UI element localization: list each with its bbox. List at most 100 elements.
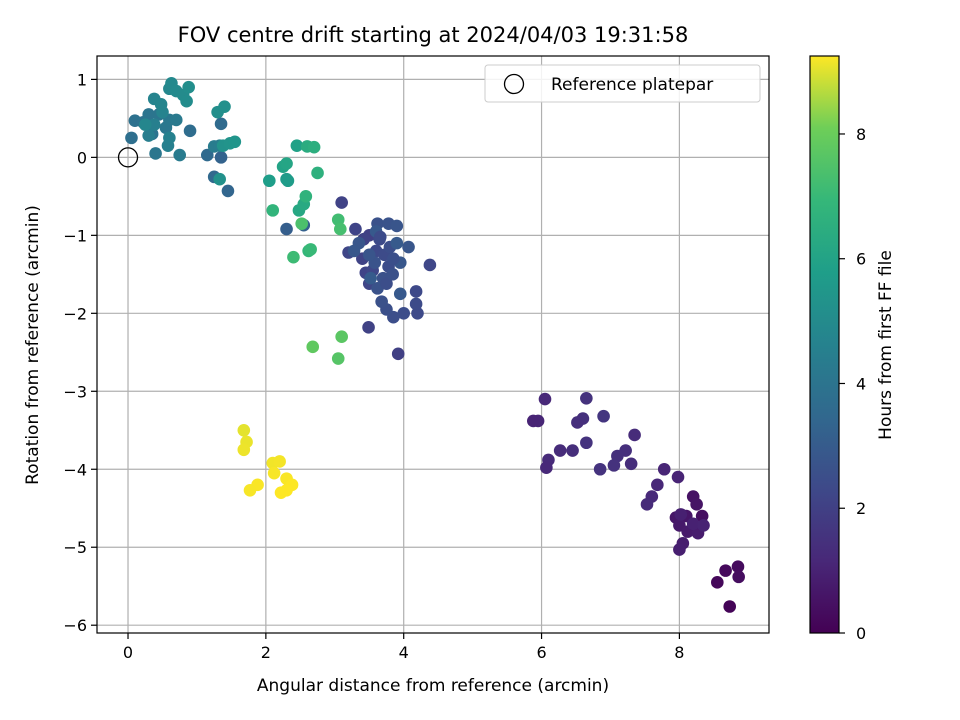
data-point [311,166,324,180]
x-tick-label: 8 [674,643,684,662]
x-tick-label: 6 [536,643,546,662]
data-point [657,462,671,476]
data-point [362,248,376,262]
data-point [142,129,155,142]
legend: Reference platepar [484,64,761,103]
data-point [593,462,607,476]
data-point [163,131,176,145]
data-point [273,455,286,468]
data-point [387,252,400,266]
colorbar-gradient [810,56,839,633]
colorbar: 0 2 4 6 8 Hours from first FF file [809,55,896,643]
data-point [331,213,345,227]
data-point [409,285,423,298]
data-point [304,243,317,256]
data-point [221,184,235,198]
data-point [349,222,362,236]
legend-box [484,64,761,103]
data-point [169,113,183,127]
data-point [393,287,407,301]
data-point [214,117,228,131]
colorbar-frame [809,55,840,634]
y-tick-label: −1 [63,226,87,245]
data-point [182,80,195,94]
data-point [695,509,709,523]
y-tick-label: −2 [63,304,87,323]
data-point [154,98,168,111]
data-point [267,466,281,480]
y-tick-label: 0 [77,148,87,167]
x-tick-label: 4 [399,643,409,662]
y-tick-label: −3 [63,382,87,401]
data-point [628,428,641,442]
data-point [237,423,251,437]
data-point [624,457,638,471]
data-point [597,409,610,423]
data-point [553,444,567,457]
data-point [397,307,411,320]
data-point [266,204,280,217]
colorbar-ticks: 0 2 4 6 8 [839,125,866,643]
data-point [731,560,745,574]
data-point [723,600,737,613]
data-point [580,436,593,450]
y-tick-label: −4 [63,460,87,479]
data-point [690,498,703,511]
data-point [390,236,404,250]
data-point [373,230,387,244]
data-point [180,94,193,108]
data-point [719,564,732,577]
y-tick-label: −6 [63,616,87,635]
data-point [402,240,415,254]
data-point [732,570,745,584]
x-tick-label: 2 [261,643,271,662]
data-point [411,307,424,320]
data-point [711,576,724,589]
y-tick-label: −5 [63,538,87,557]
x-axis-label: Angular distance from reference (arcmin) [257,676,609,696]
reference-platepar-marker [117,147,139,168]
data-point [697,519,710,532]
data-point [213,172,226,186]
colorbar-tick-label: 6 [856,250,866,269]
data-point [274,486,288,499]
y-axis-ticks: 1 0 −1 −2 −3 −4 −5 −6 [63,70,97,635]
data-point [347,244,361,258]
data-point [280,222,293,236]
data-point [183,124,197,138]
data-point [380,277,393,290]
data-point [149,147,162,160]
chart-title: FOV centre drift starting at 2024/04/03 … [178,23,689,47]
legend-marker-reference [503,73,525,95]
data-point [295,217,309,230]
data-point [375,295,388,308]
data-point [674,508,688,521]
data-point [671,470,685,484]
data-point [607,459,621,472]
data-point [580,392,593,405]
y-axis-label: Rotation from reference (arcmin) [23,205,43,485]
data-point [200,148,214,162]
data-point [526,414,540,428]
data-point [538,392,552,406]
data-point [228,135,242,149]
data-point [566,444,579,457]
data-point [331,352,345,365]
x-tick-label: 0 [123,643,133,662]
data-point [335,196,348,209]
data-point [290,139,304,152]
data-point [686,517,700,531]
reference-marker [117,147,139,168]
data-points [125,76,745,613]
legend-entry-reference: Reference platepar [551,75,713,95]
data-point [333,222,347,236]
data-point [364,271,377,285]
data-point [571,416,584,429]
y-tick-label: 1 [77,70,87,89]
data-point [142,108,155,121]
data-point [651,478,664,492]
plot-frame [96,55,770,634]
data-point [391,347,405,361]
data-point [147,118,161,131]
data-point [280,157,293,170]
